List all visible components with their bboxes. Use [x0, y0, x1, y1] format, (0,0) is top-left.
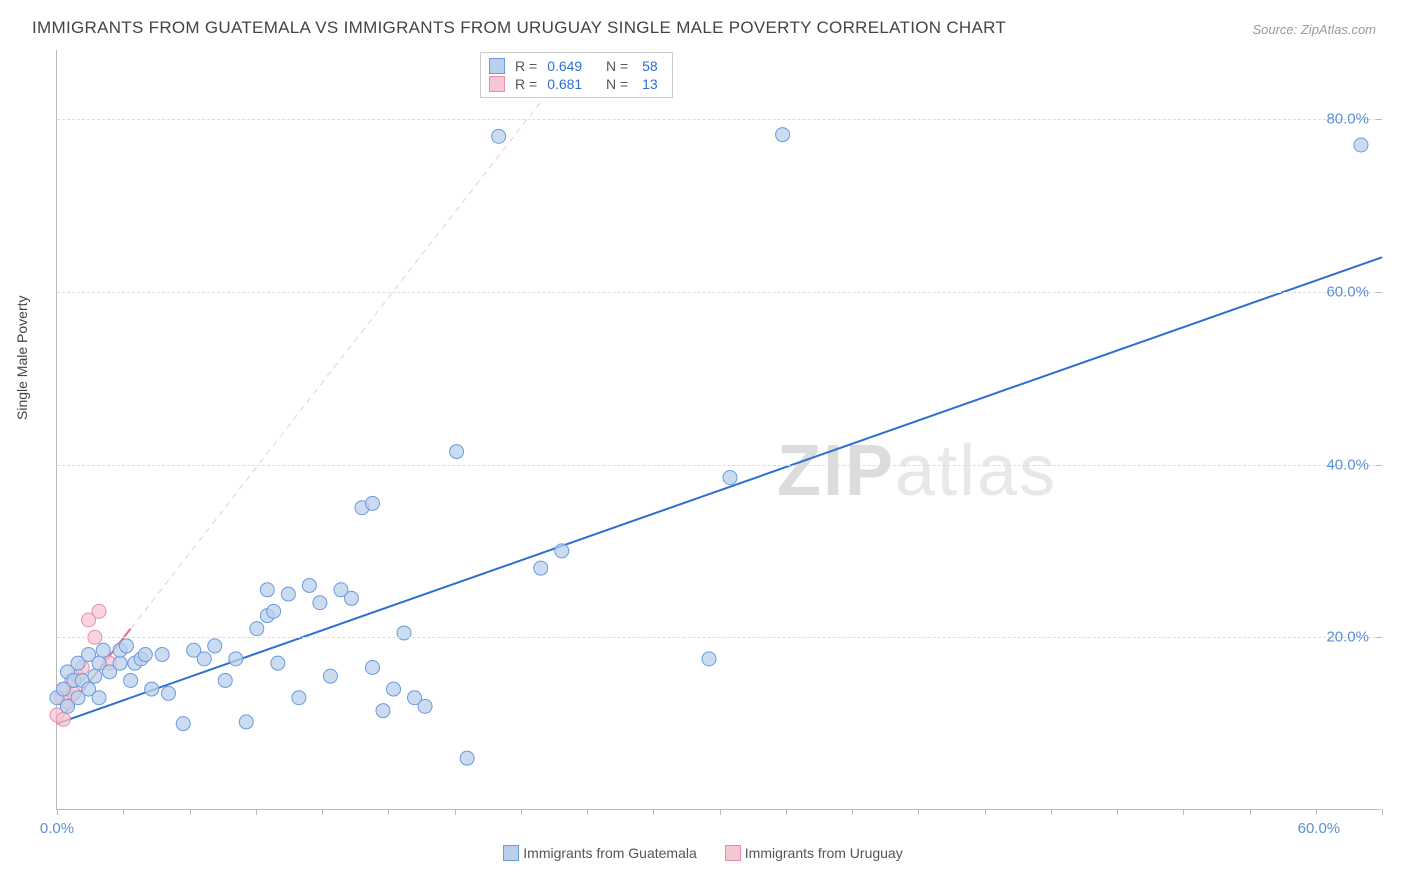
chart-title: IMMIGRANTS FROM GUATEMALA VS IMMIGRANTS … — [32, 18, 1006, 38]
data-point — [723, 471, 737, 485]
data-point — [292, 691, 306, 705]
plot-area: ZIPatlas 20.0%40.0%60.0%80.0%0.0%60.0% — [56, 50, 1381, 810]
data-point — [376, 704, 390, 718]
y-tick-label: 80.0% — [1326, 111, 1369, 128]
stats-row: R =0.649 N = 58 — [489, 57, 662, 75]
legend-swatch-icon — [489, 58, 505, 74]
legend-swatch-icon — [503, 845, 519, 861]
data-point — [418, 699, 432, 713]
data-point — [92, 691, 106, 705]
data-point — [302, 578, 316, 592]
legend-item: Immigrants from Guatemala — [503, 845, 697, 861]
data-point — [229, 652, 243, 666]
y-tick-label: 60.0% — [1326, 283, 1369, 300]
data-point — [271, 656, 285, 670]
legend-label: Immigrants from Guatemala — [523, 845, 697, 861]
data-point — [281, 587, 295, 601]
grid-line — [57, 292, 1381, 293]
data-point — [113, 656, 127, 670]
y-tick-label: 20.0% — [1326, 629, 1369, 646]
y-tick-label: 40.0% — [1326, 456, 1369, 473]
data-point — [218, 673, 232, 687]
data-point — [492, 129, 506, 143]
data-point — [250, 622, 264, 636]
legend-swatch-icon — [725, 845, 741, 861]
legend-item: Immigrants from Uruguay — [725, 845, 903, 861]
grid-line — [57, 637, 1381, 638]
data-point — [119, 639, 133, 653]
data-point — [124, 673, 138, 687]
bottom-legend: Immigrants from Guatemala Immigrants from… — [0, 845, 1406, 864]
stats-legend: R =0.649 N = 58R =0.681 N = 13 — [480, 52, 673, 98]
data-point — [155, 648, 169, 662]
data-point — [387, 682, 401, 696]
source-label: Source: ZipAtlas.com — [1252, 22, 1376, 37]
data-point — [96, 643, 110, 657]
data-point — [92, 604, 106, 618]
data-point — [56, 712, 70, 726]
data-point — [323, 669, 337, 683]
data-point — [534, 561, 548, 575]
x-tick-label: 60.0% — [1298, 820, 1341, 837]
data-point — [260, 583, 274, 597]
data-point — [313, 596, 327, 610]
data-point — [555, 544, 569, 558]
chart-svg — [57, 50, 1381, 809]
data-point — [161, 686, 175, 700]
data-point — [267, 604, 281, 618]
stats-row: R =0.681 N = 13 — [489, 75, 662, 93]
data-point — [239, 715, 253, 729]
data-point — [208, 639, 222, 653]
data-point — [460, 751, 474, 765]
data-point — [197, 652, 211, 666]
legend-label: Immigrants from Uruguay — [745, 845, 903, 861]
grid-line — [57, 119, 1381, 120]
data-point — [138, 648, 152, 662]
legend-swatch-icon — [489, 76, 505, 92]
data-point — [344, 591, 358, 605]
grid-line — [57, 465, 1381, 466]
data-point — [1354, 138, 1368, 152]
data-point — [365, 496, 379, 510]
x-tick-label: 0.0% — [40, 820, 74, 837]
data-point — [176, 717, 190, 731]
data-point — [88, 669, 102, 683]
data-point — [776, 128, 790, 142]
data-point — [365, 661, 379, 675]
data-point — [702, 652, 716, 666]
data-point — [450, 445, 464, 459]
y-axis-label: Single Male Poverty — [14, 295, 30, 420]
data-point — [145, 682, 159, 696]
